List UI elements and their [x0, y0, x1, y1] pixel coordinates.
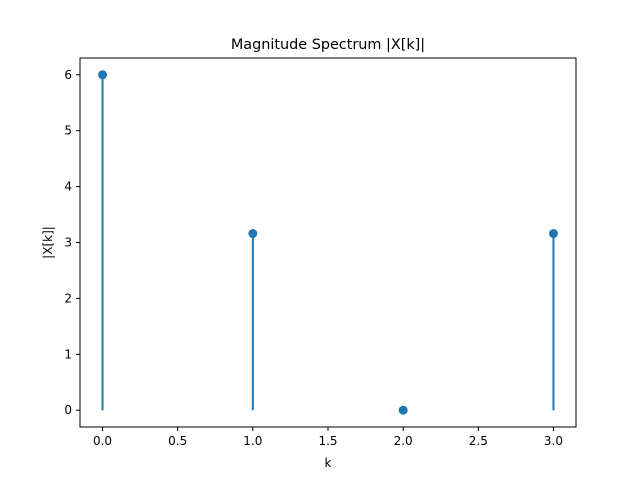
y-axis-label: |X[k]|: [41, 226, 55, 259]
x-tick-label: 2.5: [469, 434, 488, 448]
stem-series: [98, 70, 558, 415]
x-tick-label: 2.0: [394, 434, 413, 448]
y-tick-label: 1: [64, 347, 72, 361]
stem-marker: [248, 229, 258, 239]
x-tick-label: 1.0: [243, 434, 262, 448]
x-axis-ticks: 0.0 0.5 1.0 1.5 2.0 2.5 3.0: [93, 427, 563, 448]
y-tick-label: 0: [64, 403, 72, 417]
chart-title: Magnitude Spectrum |X[k]|: [231, 37, 425, 53]
plot-frame: [79, 57, 577, 428]
y-tick-label: 6: [64, 68, 72, 82]
x-tick-label: 0.5: [168, 434, 187, 448]
stem-marker: [548, 229, 558, 239]
y-tick-label: 2: [64, 291, 72, 305]
stem-marker: [398, 405, 408, 415]
x-tick-label: 1.5: [318, 434, 337, 448]
x-tick-label: 3.0: [544, 434, 563, 448]
x-tick-label: 0.0: [93, 434, 112, 448]
y-tick-label: 4: [64, 180, 72, 194]
stem-marker: [98, 70, 108, 80]
y-axis-ticks: 0 1 2 3 4 5 6: [64, 68, 80, 417]
x-axis-label: k: [325, 456, 332, 470]
y-tick-label: 3: [64, 236, 72, 250]
y-tick-label: 5: [64, 124, 72, 138]
